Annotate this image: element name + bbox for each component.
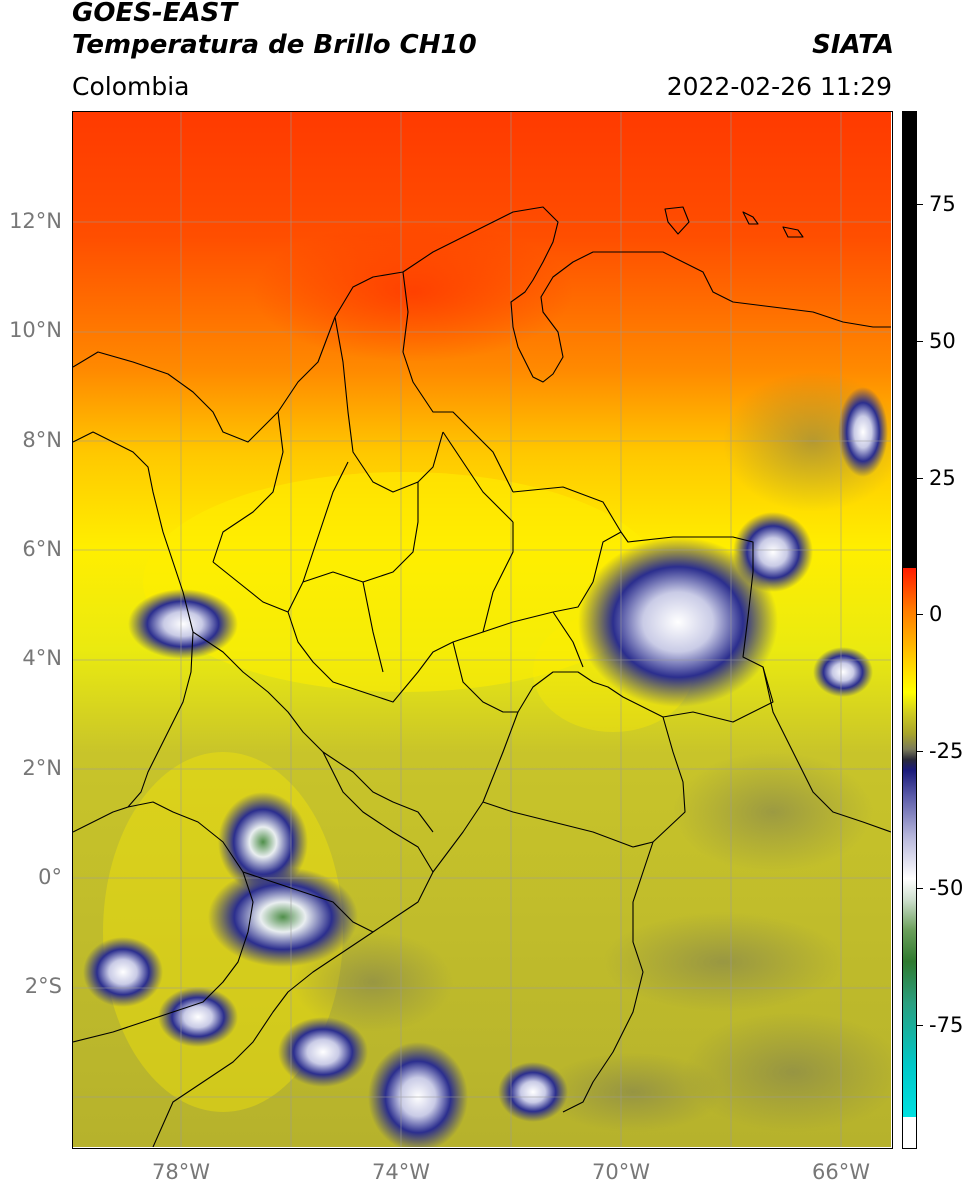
colorbar-tick-label: 25 bbox=[929, 466, 956, 490]
lon-tick-label: 70°W bbox=[592, 1160, 650, 1184]
lat-tick-label: 2°S bbox=[24, 974, 62, 998]
colorbar-tick-label: -50 bbox=[929, 876, 964, 900]
lat-tick-label: 6°N bbox=[22, 537, 62, 561]
lon-tick-label: 66°W bbox=[812, 1160, 870, 1184]
lat-tick-label: 10°N bbox=[9, 318, 62, 342]
lon-tick-label: 78°W bbox=[152, 1160, 210, 1184]
lat-tick-label: 2°N bbox=[22, 756, 62, 780]
product-title: Temperatura de Brillo CH10 bbox=[72, 30, 477, 60]
lat-tick-label: 4°N bbox=[22, 646, 62, 670]
colorbar-tick-label: 50 bbox=[929, 329, 956, 353]
region-label: Colombia bbox=[72, 72, 190, 101]
colorbar-tick-label: -25 bbox=[929, 739, 964, 763]
timestamp-label: 2022-02-26 11:29 bbox=[666, 72, 892, 101]
lat-tick-label: 12°N bbox=[9, 209, 62, 233]
graticule bbox=[73, 112, 891, 1147]
convective-cloud-cells bbox=[83, 387, 888, 1147]
colorbar-tick-label: 0 bbox=[929, 602, 943, 626]
lat-tick-label: 8°N bbox=[22, 428, 62, 452]
lat-tick-label: 0° bbox=[38, 865, 62, 889]
brightness-temperature-map bbox=[72, 111, 893, 1149]
lon-tick-label: 74°W bbox=[372, 1160, 430, 1184]
coastlines-borders bbox=[73, 206, 891, 1147]
colorbar-tick-label: -75 bbox=[929, 1013, 964, 1037]
temperature-colorbar bbox=[902, 111, 917, 1149]
colorbar-tick-label: 75 bbox=[929, 192, 956, 216]
satellite-title: GOES-EAST bbox=[72, 0, 238, 28]
organization-label: SIATA bbox=[812, 30, 894, 60]
